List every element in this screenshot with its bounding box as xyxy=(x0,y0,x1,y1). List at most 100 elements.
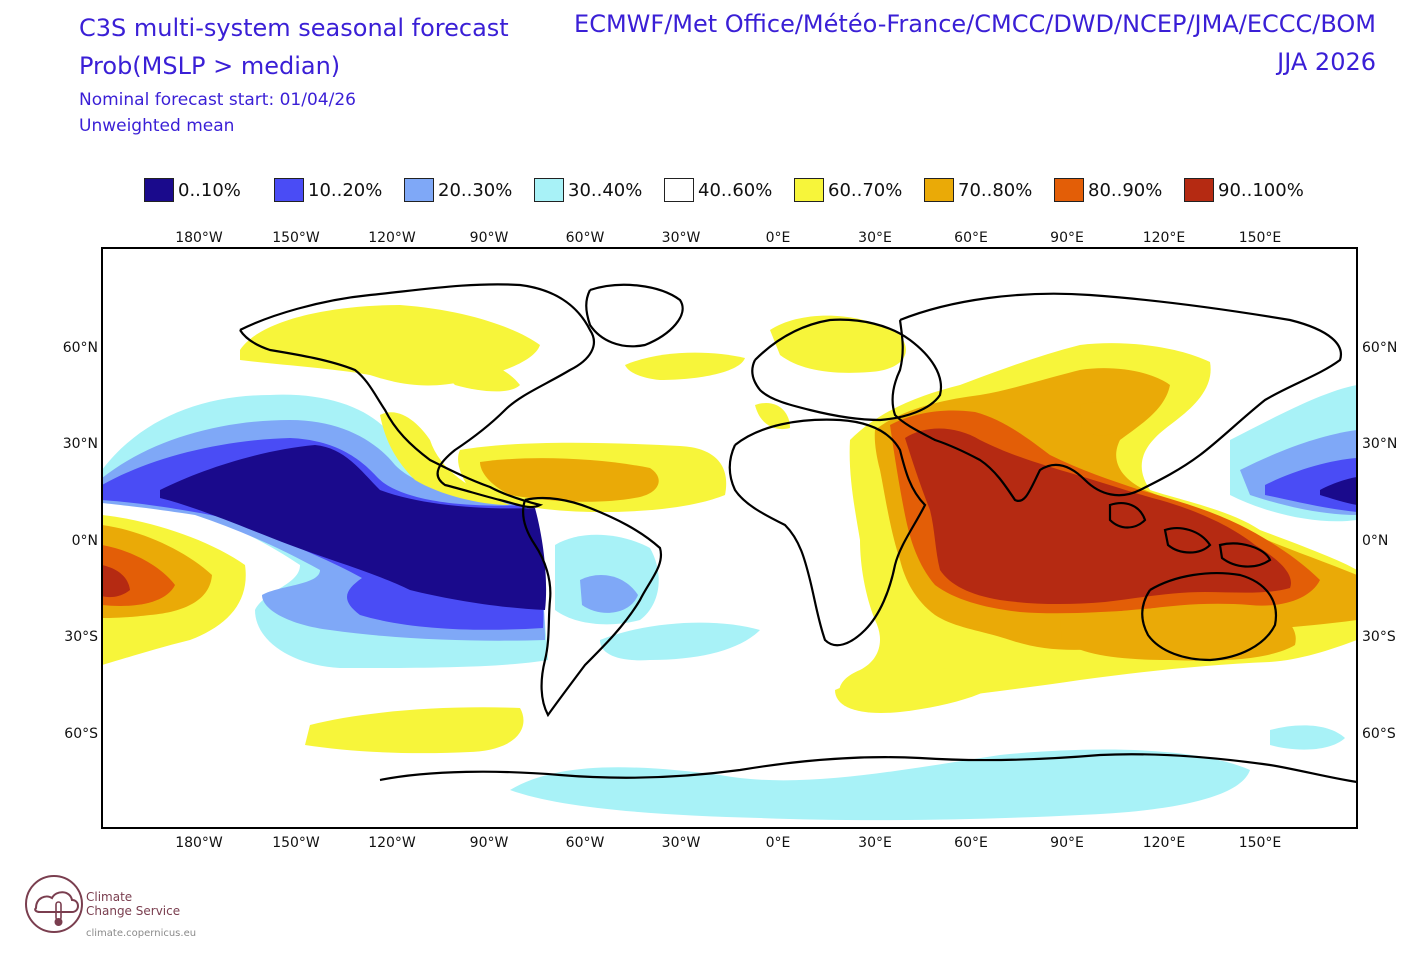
copernicus-logo-icon xyxy=(25,875,83,933)
lon-tick: 120°E xyxy=(1143,835,1186,851)
legend-swatch xyxy=(1184,178,1214,202)
lat-tick: 60°N xyxy=(1362,340,1397,356)
forecast-start: Nominal forecast start: 01/04/26 xyxy=(79,90,356,110)
antarctica-coast xyxy=(379,753,1357,784)
iberia-60-70 xyxy=(755,402,790,430)
europe-60-70 xyxy=(770,315,906,373)
lon-tick: 30°E xyxy=(858,835,892,851)
legend-label: 70..80% xyxy=(958,179,1033,201)
lon-tick: 180°W xyxy=(175,835,223,851)
africa-coast xyxy=(728,418,927,647)
legend-item: 60..70% xyxy=(794,178,924,202)
mean-type: Unweighted mean xyxy=(79,116,235,136)
legend-label: 40..60% xyxy=(698,179,773,201)
legend-item: 80..90% xyxy=(1054,178,1184,202)
south-indian-60-70 xyxy=(835,667,1020,714)
legend-swatch xyxy=(274,178,304,202)
europe-coast xyxy=(751,318,943,422)
lon-tick: 30°W xyxy=(662,230,701,246)
lat-tick: 30°S xyxy=(64,629,98,645)
asia-90-100 xyxy=(905,428,1291,605)
legend-swatch xyxy=(664,178,694,202)
legend-label: 10..20% xyxy=(308,179,383,201)
lon-tick: 120°E xyxy=(1143,230,1186,246)
legend-label: 80..90% xyxy=(1088,179,1163,201)
legend: 0..10% 10..20% 20..30% 30..40% 40..60% 6… xyxy=(144,178,1314,202)
logo-text-line1: Climate xyxy=(86,890,133,904)
south-atlantic-30-40 xyxy=(600,622,760,661)
southern-ocean-30-40-east xyxy=(1270,725,1345,750)
title-line1: C3S multi-system seasonal forecast xyxy=(79,14,509,42)
north-america-coast xyxy=(239,283,596,509)
logo-url: climate.copernicus.eu xyxy=(86,928,197,939)
lon-tick: 60°E xyxy=(954,230,988,246)
legend-swatch xyxy=(144,178,174,202)
title-line2: Prob(MSLP > median) xyxy=(79,52,341,80)
pacific-0-10 xyxy=(160,445,547,610)
southern-ocean-30-40 xyxy=(510,749,1250,821)
legend-swatch xyxy=(404,178,434,202)
lon-labels-top: 180°W 150°W 120°W 90°W 60°W 30°W 0°E 30°… xyxy=(175,230,1281,246)
dateline-90-100 xyxy=(102,565,130,598)
lon-labels-bottom: 180°W 150°W 120°W 90°W 60°W 30°W 0°E 30°… xyxy=(175,835,1281,851)
lon-tick: 30°E xyxy=(858,230,892,246)
atlantic-70-80 xyxy=(480,458,659,502)
lat-tick: 0°N xyxy=(1362,533,1388,549)
w-pacific-0-10 xyxy=(1320,477,1357,505)
lat-tick: 60°S xyxy=(64,726,98,742)
lon-tick: 150°W xyxy=(272,230,320,246)
hudson-60-70 xyxy=(430,357,520,392)
greenland-coast xyxy=(585,283,684,348)
south-america-coast xyxy=(521,496,663,718)
lon-tick: 0°E xyxy=(766,835,791,851)
legend-label: 30..40% xyxy=(568,179,643,201)
lat-tick: 60°N xyxy=(63,340,98,356)
lon-tick: 90°E xyxy=(1050,230,1084,246)
legend-swatch xyxy=(794,178,824,202)
asia-coast xyxy=(891,292,1343,503)
map-frame xyxy=(101,247,1358,829)
lon-tick: 90°W xyxy=(470,230,509,246)
lon-tick: 120°W xyxy=(368,835,416,851)
se-asia-70-80 xyxy=(1080,402,1125,436)
lat-tick: 0°N xyxy=(72,533,98,549)
lon-tick: 150°E xyxy=(1239,835,1282,851)
legend-item: 0..10% xyxy=(144,178,274,202)
lon-tick: 150°E xyxy=(1239,230,1282,246)
lon-tick: 30°W xyxy=(662,835,701,851)
legend-item: 90..100% xyxy=(1184,178,1314,202)
legend-swatch xyxy=(534,178,564,202)
n-atlantic-60-70 xyxy=(625,352,745,380)
coastlines xyxy=(239,283,1357,784)
south-pacific-60-70 xyxy=(305,707,524,754)
lat-tick: 30°S xyxy=(1362,629,1396,645)
legend-item: 40..60% xyxy=(664,178,794,202)
lat-tick: 60°S xyxy=(1362,726,1396,742)
lon-tick: 60°E xyxy=(954,835,988,851)
lon-tick: 0°E xyxy=(766,230,791,246)
legend-item: 10..20% xyxy=(274,178,404,202)
legend-label: 20..30% xyxy=(438,179,513,201)
legend-item: 20..30% xyxy=(404,178,534,202)
lon-tick: 60°W xyxy=(566,230,605,246)
lon-tick: 90°E xyxy=(1050,835,1084,851)
lon-tick: 120°W xyxy=(368,230,416,246)
lon-tick: 60°W xyxy=(566,835,605,851)
mexico-60-70 xyxy=(380,412,510,505)
maritime-continent-coast xyxy=(1108,502,1272,568)
legend-label: 90..100% xyxy=(1218,179,1304,201)
legend-swatch xyxy=(1054,178,1084,202)
south-america-20-30 xyxy=(580,575,638,613)
legend-swatch xyxy=(924,178,954,202)
legend-item: 30..40% xyxy=(534,178,664,202)
lat-labels-right: 60°N 30°N 0°N 30°S 60°S xyxy=(1362,340,1397,742)
lat-tick: 30°N xyxy=(1362,436,1397,452)
lon-tick: 90°W xyxy=(470,835,509,851)
lon-tick: 150°W xyxy=(272,835,320,851)
centres-list: ECMWF/Met Office/Météo-France/CMCC/DWD/N… xyxy=(574,10,1376,38)
lat-tick: 30°N xyxy=(63,436,98,452)
australia-70-80 xyxy=(1060,605,1296,661)
forecast-period: JJA 2026 xyxy=(1277,48,1376,76)
lon-tick: 180°W xyxy=(175,230,223,246)
